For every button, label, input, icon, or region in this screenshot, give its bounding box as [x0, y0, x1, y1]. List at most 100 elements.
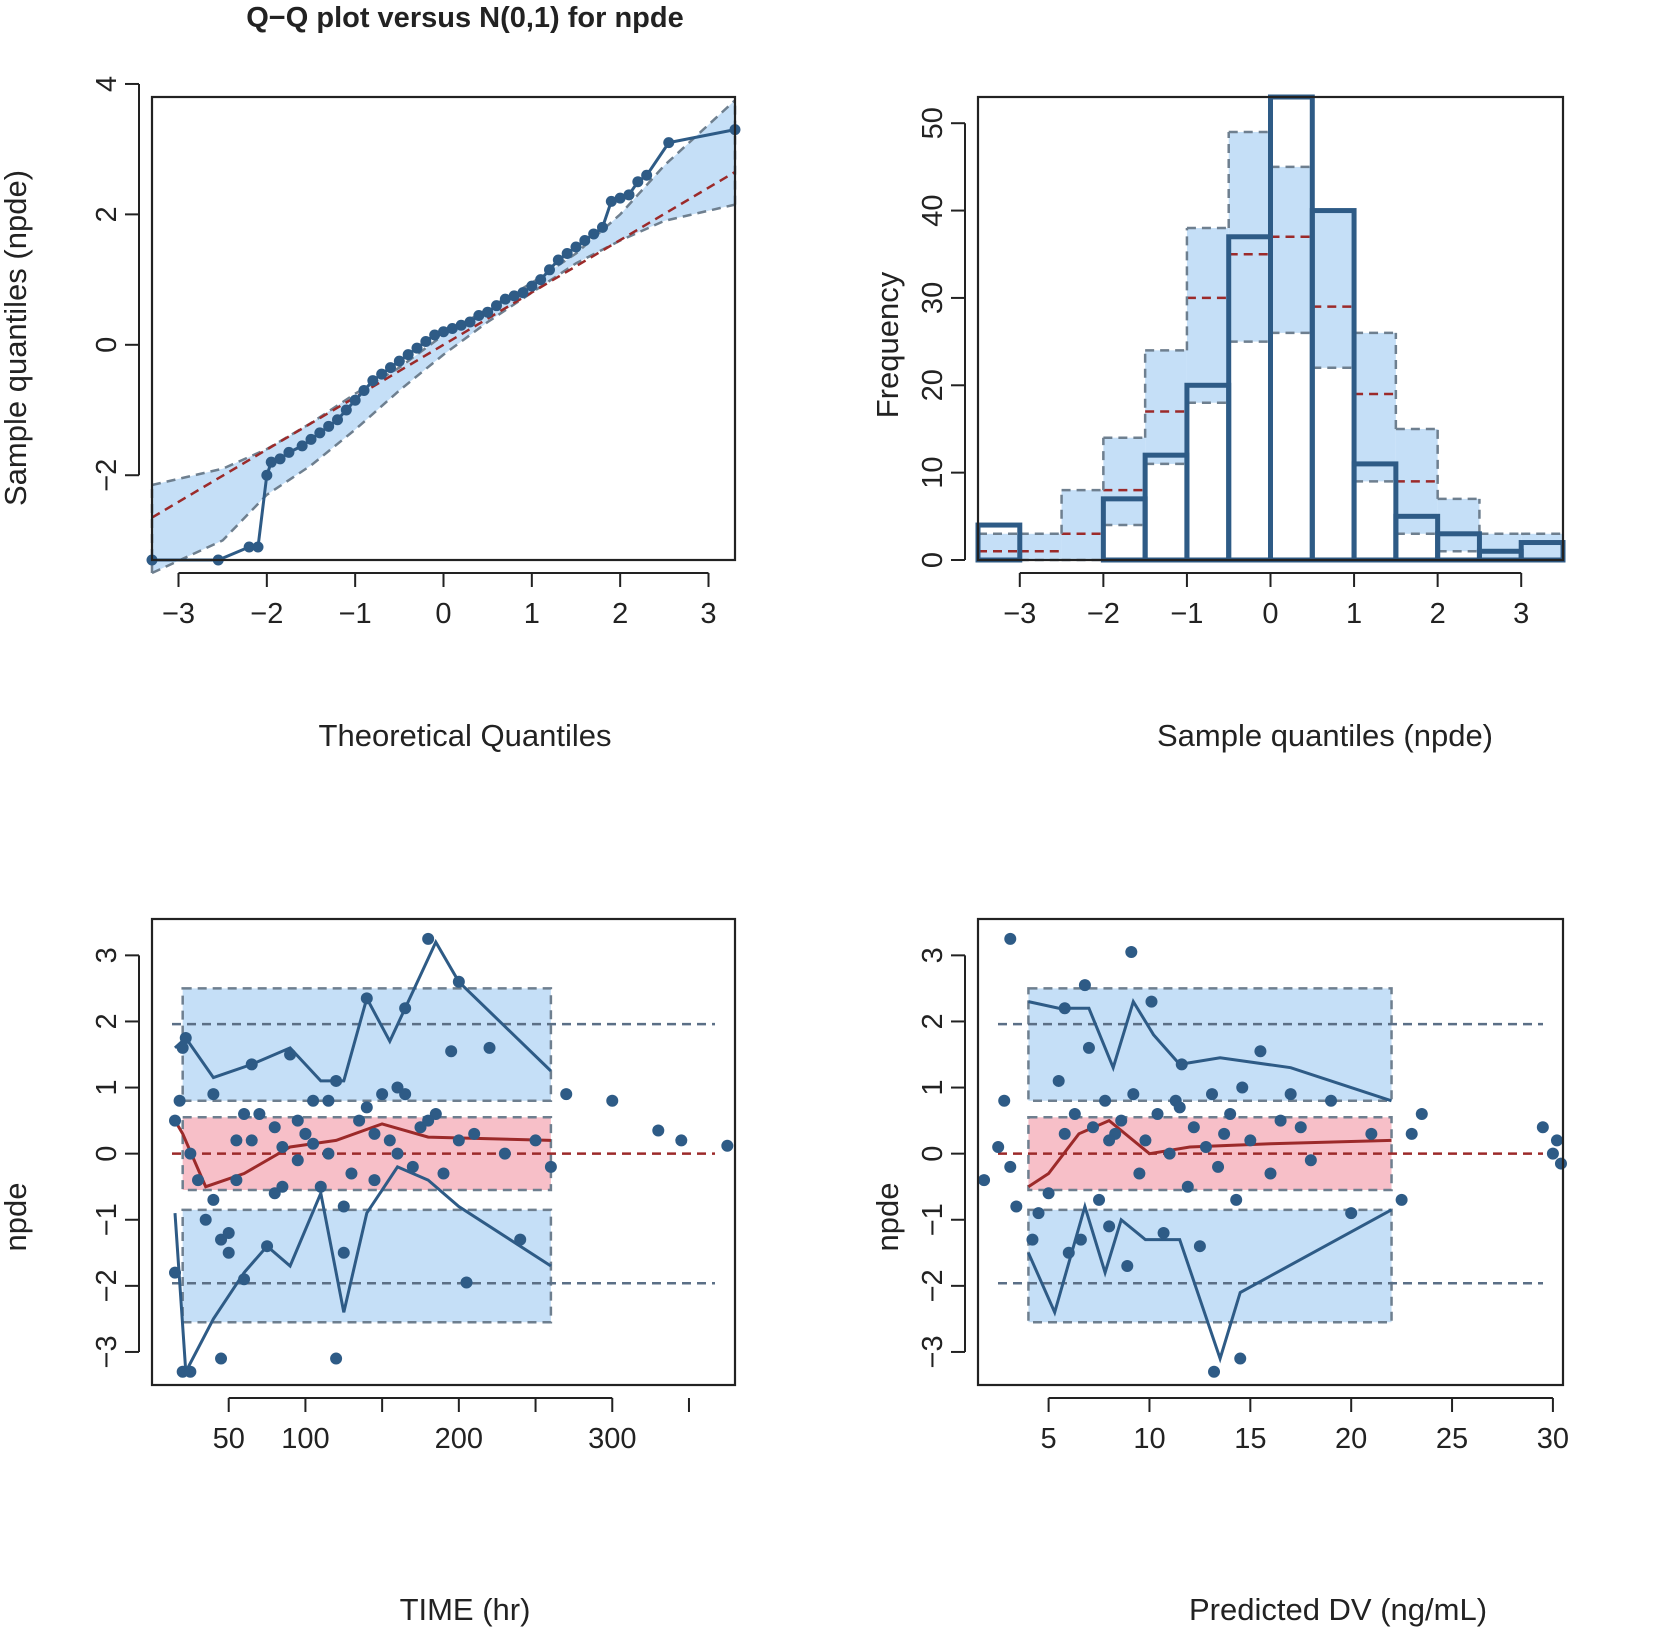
hist-x-tick-label: 0: [1262, 598, 1278, 630]
pred-point: [1395, 1193, 1408, 1206]
time-x-axis-label: TIME (hr): [400, 1592, 531, 1627]
pred-point: [1550, 1134, 1563, 1147]
time-point: [345, 1167, 358, 1180]
time-point: [207, 1193, 220, 1206]
hist-x-tick-label: 1: [1346, 598, 1362, 630]
qq-point: [499, 293, 511, 305]
qq-y-tick-label: 0: [91, 337, 123, 353]
qq-x-tick-label: 1: [524, 598, 540, 630]
pred-point: [1218, 1127, 1231, 1140]
pred-point: [1193, 1240, 1206, 1253]
hist-pi-band: [1479, 533, 1522, 560]
qq-point: [605, 195, 617, 207]
qq-point: [296, 440, 308, 452]
pred-lower-percentile-line: [1027, 1201, 1393, 1364]
pred-outer-band: [1027, 1208, 1393, 1324]
time-point: [360, 1101, 373, 1114]
time-outer-band: [181, 987, 553, 1103]
time-point: [179, 1031, 192, 1044]
qq-point: [376, 368, 388, 380]
hist-x-tick-label: −2: [1087, 598, 1120, 630]
pred-point: [1127, 1088, 1140, 1101]
time-point: [721, 1139, 734, 1152]
pred-point: [1093, 1193, 1106, 1206]
time-point: [422, 1114, 435, 1127]
time-x-tick-label: 200: [435, 1423, 483, 1455]
time-point: [322, 1094, 335, 1107]
pred-point: [1125, 946, 1138, 959]
pred-point: [1115, 1114, 1128, 1127]
hist-y-tick-label: 50: [917, 107, 949, 139]
pred-point: [1151, 1107, 1164, 1120]
qq-frame: [150, 95, 737, 562]
time-x-tick-label: 300: [588, 1423, 636, 1455]
pred-point: [1234, 1352, 1247, 1365]
time-point: [245, 1058, 258, 1071]
pred-point: [1103, 1220, 1116, 1233]
qq-point: [526, 280, 538, 292]
time-y-tick-label: 0: [91, 1146, 123, 1162]
pred-y-tick-label: 3: [917, 947, 949, 963]
pred-point: [1082, 1041, 1095, 1054]
time-point: [360, 992, 373, 1005]
pred-point: [1145, 995, 1158, 1008]
pred-upper-percentile-line: [1028, 997, 1392, 1103]
time-point: [483, 1041, 496, 1054]
time-point: [652, 1124, 665, 1137]
qq-point: [641, 169, 653, 181]
time-lower-percentile-line: [173, 1165, 552, 1378]
hist-x-tick-label: −3: [1003, 598, 1036, 630]
time-point: [675, 1134, 688, 1147]
pred-point: [1157, 1226, 1170, 1239]
time-x-tick-label: 100: [281, 1423, 329, 1455]
hist-x-tick-label: 3: [1513, 598, 1529, 630]
pred-point: [1284, 1088, 1297, 1101]
hist-pi-band: [1270, 166, 1313, 333]
qq-point: [517, 287, 529, 299]
time-frame: [150, 917, 737, 1387]
time-x-tick-label: 50: [213, 1423, 245, 1455]
pred-point: [1208, 1365, 1221, 1378]
pred-point: [1163, 1147, 1176, 1160]
time-point: [445, 1045, 458, 1058]
time-y-axis-label: npde: [0, 1183, 33, 1252]
hist-pi-band: [1312, 210, 1355, 368]
time-point: [399, 1002, 412, 1015]
hist-pi-band: [1186, 228, 1229, 403]
time-point: [314, 1180, 327, 1193]
qq-point: [323, 420, 335, 432]
pred-point: [1121, 1260, 1134, 1273]
time-point: [291, 1154, 304, 1167]
hist-y-tick-label: 30: [917, 282, 949, 314]
qq-band-upper: [151, 99, 736, 487]
qq-title: Q−Q plot versus N(0,1) for npde: [246, 2, 684, 34]
qq-point: [283, 446, 295, 458]
pred-point: [1236, 1081, 1249, 1094]
time-point: [376, 1088, 389, 1101]
hist-y-tick-label: 10: [917, 457, 949, 489]
pred-y-tick-label: 0: [917, 1146, 949, 1162]
pred-point: [1058, 1127, 1071, 1140]
time-point: [291, 1114, 304, 1127]
qq-point: [544, 264, 555, 276]
qq-x-tick-label: −3: [162, 598, 195, 630]
qq-point: [349, 394, 361, 406]
pred-x-tick-label: 15: [1234, 1423, 1266, 1455]
hist-y-tick-label: 0: [917, 552, 949, 568]
qq-point: [597, 221, 608, 233]
qq-point: [402, 349, 414, 361]
pred-point: [1230, 1193, 1243, 1206]
qq-y-tick-label: 2: [91, 206, 123, 222]
qq-point: [588, 228, 600, 240]
time-point: [215, 1352, 228, 1365]
time-point: [452, 1134, 465, 1147]
time-point: [173, 1094, 186, 1107]
pred-point: [1004, 1160, 1017, 1173]
time-point: [322, 1147, 335, 1160]
time-y-tick-label: −1: [91, 1203, 123, 1236]
hist-y-tick-label: 40: [917, 194, 949, 226]
pred-y-tick-label: 2: [917, 1013, 949, 1029]
time-point: [199, 1213, 212, 1226]
pred-point: [1010, 1200, 1023, 1213]
qq-point: [305, 433, 317, 445]
